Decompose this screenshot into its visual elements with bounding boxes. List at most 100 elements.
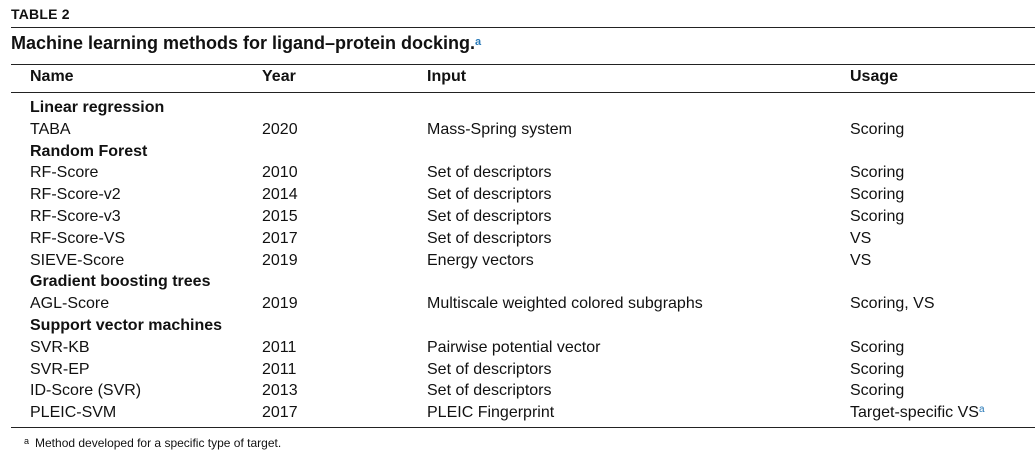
table-row: AGL-Score 2019 Multiscale weighted colored… xyxy=(0,293,1035,315)
cell-input: Set of descriptors xyxy=(427,162,552,184)
cell-usage-text: Scoring, VS xyxy=(850,295,935,313)
cell-usage: Scoring xyxy=(850,119,904,141)
cell-usage-text: Scoring xyxy=(850,360,905,378)
top-rule xyxy=(11,27,1035,28)
cell-year: 2019 xyxy=(262,250,298,272)
cell-year-text: 2014 xyxy=(262,186,298,204)
cell-usage-text: Target-specific VS xyxy=(850,404,979,422)
bottom-rule xyxy=(11,427,1035,428)
cell-input: PLEIC Fingerprint xyxy=(427,402,554,424)
cell-input-text: Energy vectors xyxy=(427,251,534,269)
cell-year-text: 2019 xyxy=(262,295,298,313)
group-title: Gradient boosting trees xyxy=(30,273,211,291)
cell-name: SIEVE-Score xyxy=(30,250,124,272)
cell-input: Mass-Spring system xyxy=(427,119,572,141)
cell-year: 2011 xyxy=(262,337,296,359)
cell-year: 2015 xyxy=(262,206,298,228)
column-header-name: Name xyxy=(30,68,74,85)
table-row: RF-Score-v2 2014 Set of descriptors Scoring xyxy=(0,184,1035,206)
cell-name: RF-Score-v2 xyxy=(30,184,121,206)
cell-year: 2011 xyxy=(262,359,296,381)
cell-input: Energy vectors xyxy=(427,250,534,272)
footnote-text: Method developed for a specific type of … xyxy=(35,436,282,450)
cell-name: RF-Score-v3 xyxy=(30,206,121,228)
cell-name: SVR-KB xyxy=(30,337,90,359)
cell-year: 2014 xyxy=(262,184,298,206)
table-row: SVR-EP 2011 Set of descriptors Scoring xyxy=(0,359,1035,381)
cell-usage: Scoring xyxy=(850,162,904,184)
cell-usage-text: Scoring xyxy=(850,338,905,356)
cell-year: 2017 xyxy=(262,228,298,250)
cell-usage-text: Scoring xyxy=(850,164,905,182)
cell-year-text: 2013 xyxy=(262,382,298,400)
cell-input-text: Set of descriptors xyxy=(427,207,552,225)
cell-year: 2010 xyxy=(262,162,298,184)
header-top-rule xyxy=(11,64,1035,65)
cell-name-text: SIEVE-Score xyxy=(30,251,125,269)
cell-name-text: RF-Score-VS xyxy=(30,229,126,247)
cell-usage: Scoring xyxy=(850,206,904,228)
header-bottom-rule xyxy=(11,92,1035,93)
column-header-input: Input xyxy=(427,68,467,85)
cell-usage-text: Scoring xyxy=(850,207,905,225)
cell-name: RF-Score-VS xyxy=(30,228,125,250)
table-row: SVR-KB 2011 Pairwise potential vector Scori… xyxy=(0,337,1035,359)
cell-year: 2017 xyxy=(262,402,298,424)
cell-input: Set of descriptors xyxy=(427,359,552,381)
cell-name-text: PLEIC-SVM xyxy=(30,404,117,422)
table-label: TABLE 2 xyxy=(11,6,70,22)
cell-input-text: PLEIC Fingerprint xyxy=(427,404,555,422)
cell-usage-text: Scoring xyxy=(850,186,905,204)
cell-usage-text: VS xyxy=(850,251,872,269)
cell-usage: Scoring xyxy=(850,184,904,206)
table-row: SIEVE-Score 2019 Energy vectors VS xyxy=(0,250,1035,272)
cell-input: Multiscale weighted colored subgraphs xyxy=(427,293,703,315)
cell-year-text: 2017 xyxy=(262,229,298,247)
column-header-usage: Usage xyxy=(850,68,899,85)
cell-name: PLEIC-SVM xyxy=(30,402,116,424)
cell-name: SVR-EP xyxy=(30,359,90,381)
cell-usage: Scoring xyxy=(850,380,904,402)
cell-input-text: Set of descriptors xyxy=(427,382,552,400)
cell-name-text: TABA xyxy=(30,120,71,138)
caption-footnote-marker: a xyxy=(475,36,482,48)
cell-input-text: Set of descriptors xyxy=(427,164,552,182)
cell-name-text: RF-Score-v3 xyxy=(30,207,121,225)
cell-name-text: AGL-Score xyxy=(30,295,110,313)
cell-year-text: 2017 xyxy=(262,404,298,422)
cell-usage: Target-specific VSa xyxy=(850,402,985,426)
cell-name-text: RF-Score-v2 xyxy=(30,186,121,204)
column-header-year: Year xyxy=(262,68,296,85)
cell-usage: VS xyxy=(850,250,871,272)
table-footnote: a Method developed for a specific type of… xyxy=(24,436,281,450)
table-caption: Machine learning methods for ligand–prot… xyxy=(11,33,481,54)
cell-usage-text: Scoring xyxy=(850,120,905,138)
cell-year: 2019 xyxy=(262,293,298,315)
cell-input: Set of descriptors xyxy=(427,184,552,206)
caption-text: Machine learning methods for ligand–prot… xyxy=(11,33,476,53)
cell-usage: Scoring, VS xyxy=(850,293,934,315)
group-row: Linear regression xyxy=(0,97,1035,119)
cell-input-text: Set of descriptors xyxy=(427,186,552,204)
cell-input: Set of descriptors xyxy=(427,380,552,402)
cell-usage: Scoring xyxy=(850,337,904,359)
cell-usage-text: VS xyxy=(850,229,872,247)
cell-name-text: SVR-EP xyxy=(30,360,90,378)
cell-input: Set of descriptors xyxy=(427,206,552,228)
cell-name: RF-Score xyxy=(30,162,98,184)
table-row: RF-Score-v3 2015 Set of descriptors Scoring xyxy=(0,206,1035,228)
cell-input-text: Mass-Spring system xyxy=(427,120,572,138)
cell-year-text: 2010 xyxy=(262,164,298,182)
table-row: RF-Score-VS 2017 Set of descriptors VS xyxy=(0,228,1035,250)
group-row: Gradient boosting trees xyxy=(0,271,1035,293)
group-row: Support vector machines xyxy=(0,315,1035,337)
table-body: Linear regression TABA 2020 Mass-Spring sys… xyxy=(0,97,1035,424)
group-title: Random Forest xyxy=(30,142,148,160)
cell-usage: Scoring xyxy=(850,359,904,381)
group-title: Linear regression xyxy=(30,99,165,116)
cell-year-text: 2019 xyxy=(262,251,298,269)
cell-input: Set of descriptors xyxy=(427,228,552,250)
cell-name-text: RF-Score xyxy=(30,164,99,182)
cell-year-text: 2015 xyxy=(262,207,298,225)
cell-usage-text: Scoring xyxy=(850,382,905,400)
